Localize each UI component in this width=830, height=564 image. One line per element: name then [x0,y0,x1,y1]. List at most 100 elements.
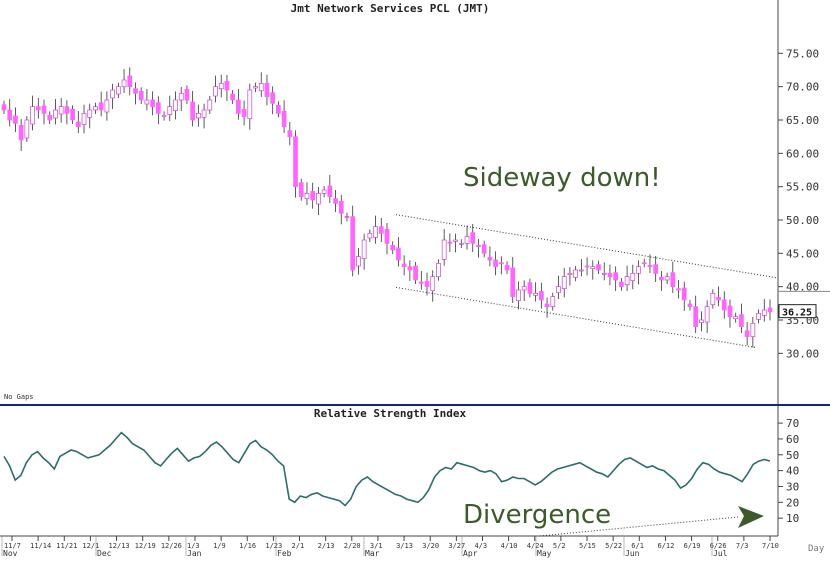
price-tick-label: 70.00 [786,81,819,94]
candle-body-down [75,121,81,128]
price-candle [258,72,264,97]
candle-body-up [567,272,573,276]
price-candle [81,104,87,134]
candle-body-up [81,112,87,126]
candle-body-down [767,307,773,313]
candle-body-down [390,244,396,251]
price-candle [624,265,630,291]
candle-body-up [178,92,184,101]
candle-body-down [476,244,481,248]
price-candle [498,256,504,275]
price-candle [647,254,653,273]
price-candle [676,280,681,299]
price-tick-label: 75.00 [786,47,819,60]
candle-body-down [47,114,53,121]
price-candle [58,98,64,123]
date-tick-label: 1/23 [265,542,282,550]
price-candle [653,256,659,282]
price-candle [373,215,378,244]
price-candle [270,86,276,115]
price-candle [138,87,144,104]
candle-body-up [556,286,561,294]
candle-body-down [481,244,487,254]
month-label: Mar [365,549,380,558]
price-candle [693,295,699,333]
price-candle [13,107,18,132]
candle-body-down [384,228,390,244]
price-candle [224,75,230,101]
price-candle [567,267,573,286]
candle-body-up [361,239,367,260]
candle-body-up [624,276,630,286]
date-tick-label: 11/14 [30,542,51,550]
candle-body-down [407,266,413,271]
candle-body-down [653,264,659,274]
candle-body-down [41,105,47,114]
candle-body-up [453,239,458,242]
price-candle [378,218,384,242]
candle-body-down [338,200,344,214]
candle-body-down [378,226,384,234]
price-candle [418,271,424,290]
candle-body-down [70,108,75,121]
price-candle [504,261,510,274]
price-candle [733,312,739,323]
candle-body-up [750,322,756,338]
date-tick-label: 11/21 [56,542,77,550]
price-candle [607,264,613,286]
price-candle [367,229,373,242]
date-tick-label: 12/13 [109,542,130,550]
candle-body-down [659,276,664,281]
price-candle [470,224,476,252]
price-candle [458,239,464,248]
price-candle [739,303,744,333]
price-candle [264,74,270,106]
price-candle [30,95,35,131]
price-tick-label: 60.00 [786,147,819,160]
candle-body-up [756,312,761,320]
candle-body-down [1,104,7,111]
candle-body-down [744,330,750,338]
candle-body-up [601,272,607,275]
candle-body-up [710,292,716,306]
candle-body-up [561,276,567,290]
candle-body-up [196,112,201,119]
candle-body-up [87,109,93,118]
candle-body-down [396,247,401,261]
rsi-title: Relative Strength Index [314,407,467,420]
price-candle [190,91,195,127]
candle-body-up [207,99,213,111]
date-tick-label: 3/1 [370,542,383,550]
date-tick-label: 12/1 [82,542,99,550]
date-tick-label: 2/13 [318,542,335,550]
price-candle [601,262,607,281]
price-candle [550,292,556,311]
price-candle [727,299,733,328]
price-candle [178,87,184,111]
candle-body-down [527,282,533,294]
price-candle [333,190,338,212]
price-candle [487,246,493,267]
price-candle [756,309,761,324]
candle-body-down [270,92,276,104]
month-label: Feb [277,549,292,558]
price-candle [18,119,24,151]
candle-body-up [201,109,207,118]
price-candle [630,264,636,290]
price-candle [104,91,110,121]
date-tick-label: 7/3 [736,542,749,550]
date-tick-label: 5/2 [553,542,566,550]
rsi-tick-label: 60 [786,433,799,446]
candle-body-up [144,99,150,105]
candle-body-down [327,185,333,198]
candle-body-up [121,79,127,88]
date-tick-label: 1/16 [239,542,256,550]
price-candle [253,82,258,92]
candle-body-down [298,182,304,198]
candle-body-down [676,288,681,291]
candle-body-down [293,136,298,188]
candle-body-up [579,269,584,272]
candle-body-down [687,303,693,308]
price-candle [304,182,310,205]
price-candle [207,96,213,114]
